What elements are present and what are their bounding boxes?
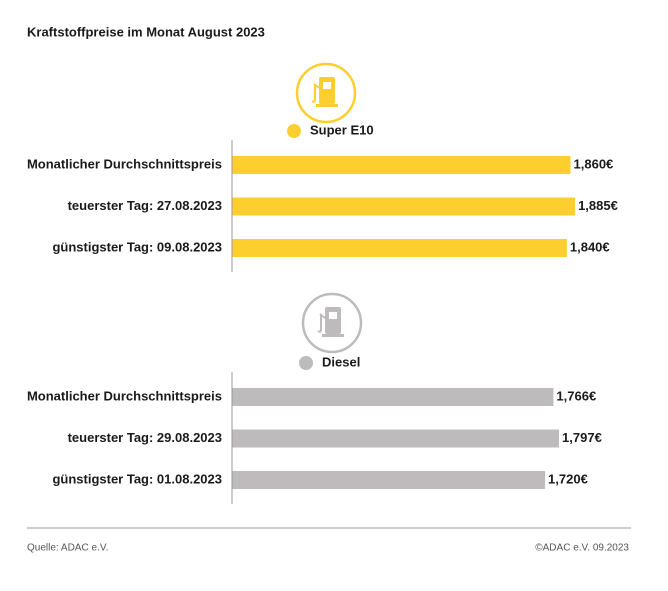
bar bbox=[232, 239, 567, 257]
value-label: 1,720€ bbox=[548, 471, 588, 486]
bar bbox=[232, 471, 546, 489]
chart-title: Kraftstoffpreise im Monat August 2023 bbox=[27, 24, 265, 39]
bar bbox=[232, 197, 576, 216]
fuel-icon bbox=[295, 62, 357, 124]
legend-label: Diesel bbox=[322, 354, 360, 369]
category-label: teuerster Tag: 29.08.2023 bbox=[68, 430, 222, 445]
category-label: Monatlicher Durchschnittspreis bbox=[27, 156, 222, 171]
source: Quelle: ADAC e.V. bbox=[27, 543, 108, 554]
bar bbox=[232, 388, 554, 406]
value-label: 1,840€ bbox=[570, 239, 610, 254]
category-label: günstigster Tag: 09.08.2023 bbox=[52, 239, 222, 254]
category-label: günstigster Tag: 01.08.2023 bbox=[52, 471, 222, 486]
bar bbox=[232, 429, 560, 448]
value-label: 1,797€ bbox=[562, 430, 602, 445]
category-label: teuerster Tag: 27.08.2023 bbox=[68, 198, 222, 213]
value-label: 1,885€ bbox=[578, 198, 618, 213]
legend-label: Super E10 bbox=[310, 122, 374, 137]
value-label: 1,766€ bbox=[556, 388, 596, 403]
fuel-icon bbox=[301, 292, 363, 354]
legend-swatch bbox=[287, 124, 301, 138]
value-label: 1,860€ bbox=[574, 156, 614, 171]
bar bbox=[232, 156, 571, 174]
legend-swatch bbox=[299, 356, 313, 370]
copyright: ©ADAC e.V. 09.2023 bbox=[535, 543, 629, 554]
category-label: Monatlicher Durchschnittspreis bbox=[27, 388, 222, 403]
